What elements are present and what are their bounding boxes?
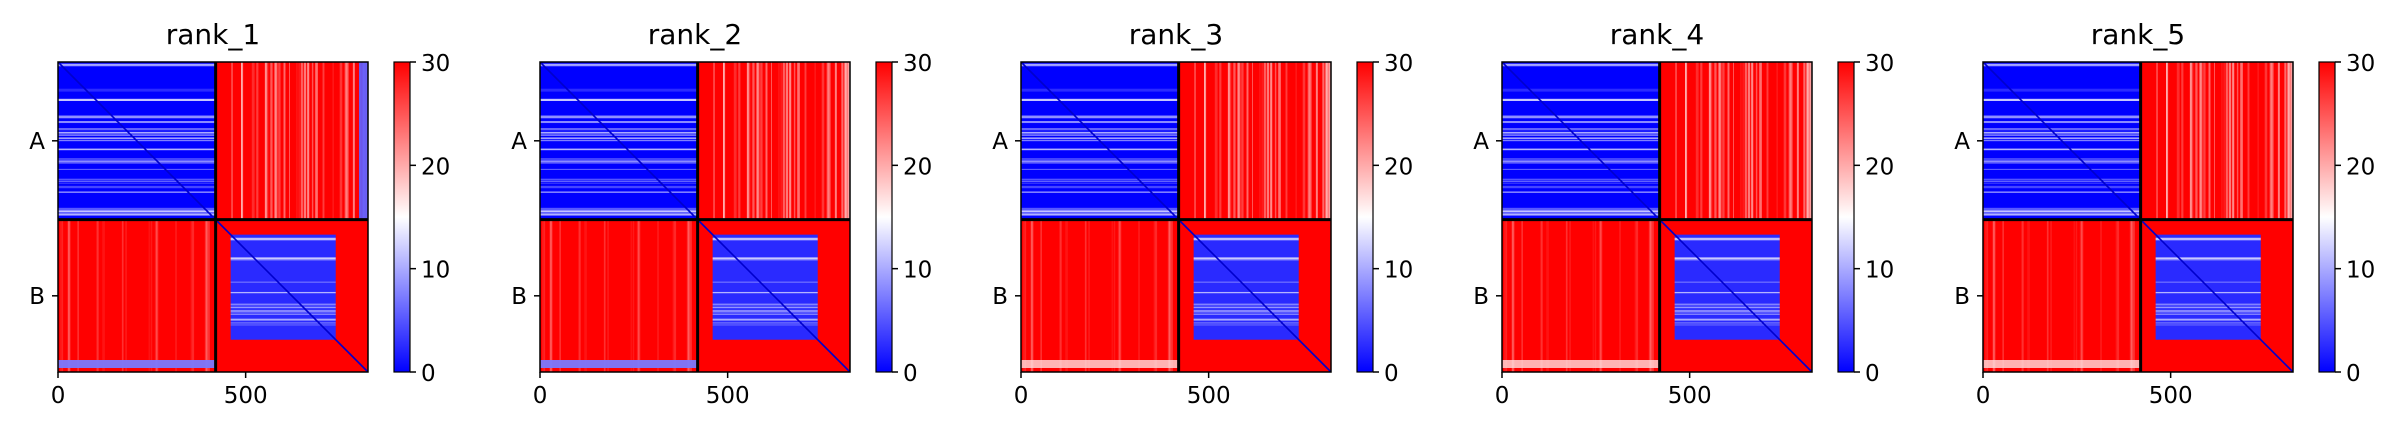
diagonal-b <box>2140 219 2294 373</box>
colorbar-tick-label: 0 <box>2346 361 2361 387</box>
panel-1: rank_1 0 500 A B 0 10 20 30 <box>29 18 450 409</box>
diagonal-a <box>57 61 217 221</box>
colorbar-tick-label: 30 <box>421 51 450 77</box>
block-b-a <box>1983 219 2141 372</box>
bottom-strip <box>540 360 698 368</box>
colorbar: 0 10 20 30 <box>2318 51 2375 387</box>
colorbar-tick-label: 10 <box>2346 258 2375 284</box>
colorbar-tick-label: 10 <box>903 258 932 284</box>
diagonal-b <box>1178 219 1332 373</box>
colorbar-tick-label: 10 <box>1865 258 1894 284</box>
heatmap: 0 500 A B <box>29 61 369 409</box>
block-a-b <box>697 62 850 220</box>
colorbar-tick-label: 30 <box>1384 51 1413 77</box>
bottom-strip <box>1983 360 2141 368</box>
chain-label-b: B <box>1473 284 1489 310</box>
colorbar-tick-label: 30 <box>2346 51 2375 77</box>
diagonal-b <box>1659 219 1813 373</box>
heatmap: 0 500 A B <box>992 61 1332 409</box>
diagonal-a <box>1982 61 2142 221</box>
colorbar-tick-label: 0 <box>903 361 918 387</box>
bottom-strip <box>58 360 216 368</box>
diagonal-b <box>215 219 369 373</box>
colorbar-tick-label: 0 <box>1865 361 1880 387</box>
colorbar: 0 10 20 30 <box>1837 51 1894 387</box>
chain-label-b: B <box>992 284 1008 310</box>
x-tick-label: 500 <box>2149 383 2193 409</box>
chain-label-a: A <box>511 129 527 155</box>
x-tick-label: 0 <box>1014 383 1029 409</box>
colorbar-tick-label: 20 <box>1384 154 1413 180</box>
colorbar-tick-label: 20 <box>903 154 932 180</box>
colorbar-gradient <box>393 61 411 373</box>
chain-label-a: A <box>1473 129 1489 155</box>
panel-3: rank_3 0 500 A B 0 10 20 30 <box>992 18 1413 409</box>
colorbar-tick-label: 10 <box>421 258 450 284</box>
plot-frame <box>57 61 369 373</box>
panel-title: rank_4 <box>1610 18 1704 51</box>
chain-label-b: B <box>29 284 45 310</box>
x-tick-label: 500 <box>1668 383 1712 409</box>
heatmap: 0 500 A B <box>1954 61 2294 409</box>
panel-title: rank_3 <box>1129 18 1223 51</box>
colorbar-tick-label: 20 <box>2346 154 2375 180</box>
block-a-b <box>2140 62 2293 220</box>
plot-frame <box>1501 61 1813 373</box>
chain-label-b: B <box>1954 284 1970 310</box>
x-tick-label: 0 <box>533 383 548 409</box>
colorbar-tick-label: 20 <box>421 154 450 180</box>
block-b-a <box>540 219 698 372</box>
x-tick-label: 500 <box>1187 383 1231 409</box>
colorbar: 0 10 20 30 <box>1356 51 1413 387</box>
colorbar-tick-label: 30 <box>903 51 932 77</box>
block-b-a <box>58 219 216 372</box>
colorbar-tick-label: 30 <box>1865 51 1894 77</box>
panel-4: rank_4 0 500 A B 0 10 20 30 <box>1473 18 1894 409</box>
x-tick-label: 500 <box>706 383 750 409</box>
heatmap: 0 500 A B <box>511 61 851 409</box>
x-tick-label: 0 <box>51 383 66 409</box>
plot-frame <box>1020 61 1332 373</box>
bottom-strip <box>1502 360 1660 368</box>
diagonal-a <box>1020 61 1180 221</box>
colorbar-gradient <box>875 61 893 373</box>
diagonal-a <box>539 61 699 221</box>
block-a-b <box>1178 62 1331 220</box>
plot-frame <box>1982 61 2294 373</box>
colorbar-tick-label: 0 <box>1384 361 1399 387</box>
chain-label-a: A <box>29 129 45 155</box>
colorbar-tick-label: 0 <box>421 361 436 387</box>
colorbar-gradient <box>1356 61 1374 373</box>
block-b-a <box>1021 219 1179 372</box>
colorbar: 0 10 20 30 <box>393 51 450 387</box>
a-b-edge-band <box>359 62 368 220</box>
chain-label-b: B <box>511 284 527 310</box>
diagonal-b <box>697 219 851 373</box>
panel-2: rank_2 0 500 A B 0 10 20 30 <box>511 18 932 409</box>
bottom-strip <box>1021 360 1179 368</box>
heatmap: 0 500 A B <box>1473 61 1813 409</box>
colorbar-tick-label: 10 <box>1384 258 1413 284</box>
x-tick-label: 0 <box>1976 383 1991 409</box>
x-tick-label: 0 <box>1495 383 1510 409</box>
colorbar-gradient <box>1837 61 1855 373</box>
panel-title: rank_5 <box>2091 18 2185 51</box>
diagonal-a <box>1501 61 1661 221</box>
block-b-a <box>1502 219 1660 372</box>
colorbar-tick-label: 20 <box>1865 154 1894 180</box>
panel-title: rank_2 <box>648 18 742 51</box>
chain-label-a: A <box>992 129 1008 155</box>
x-tick-label: 500 <box>224 383 268 409</box>
chain-label-a: A <box>1954 129 1970 155</box>
panel-5: rank_5 0 500 A B 0 10 20 30 <box>1954 18 2375 409</box>
block-a-b <box>1659 62 1812 220</box>
plot-frame <box>539 61 851 373</box>
block-a-b <box>215 62 368 220</box>
colorbar: 0 10 20 30 <box>875 51 932 387</box>
panel-title: rank_1 <box>166 18 260 51</box>
colorbar-gradient <box>2318 61 2336 373</box>
